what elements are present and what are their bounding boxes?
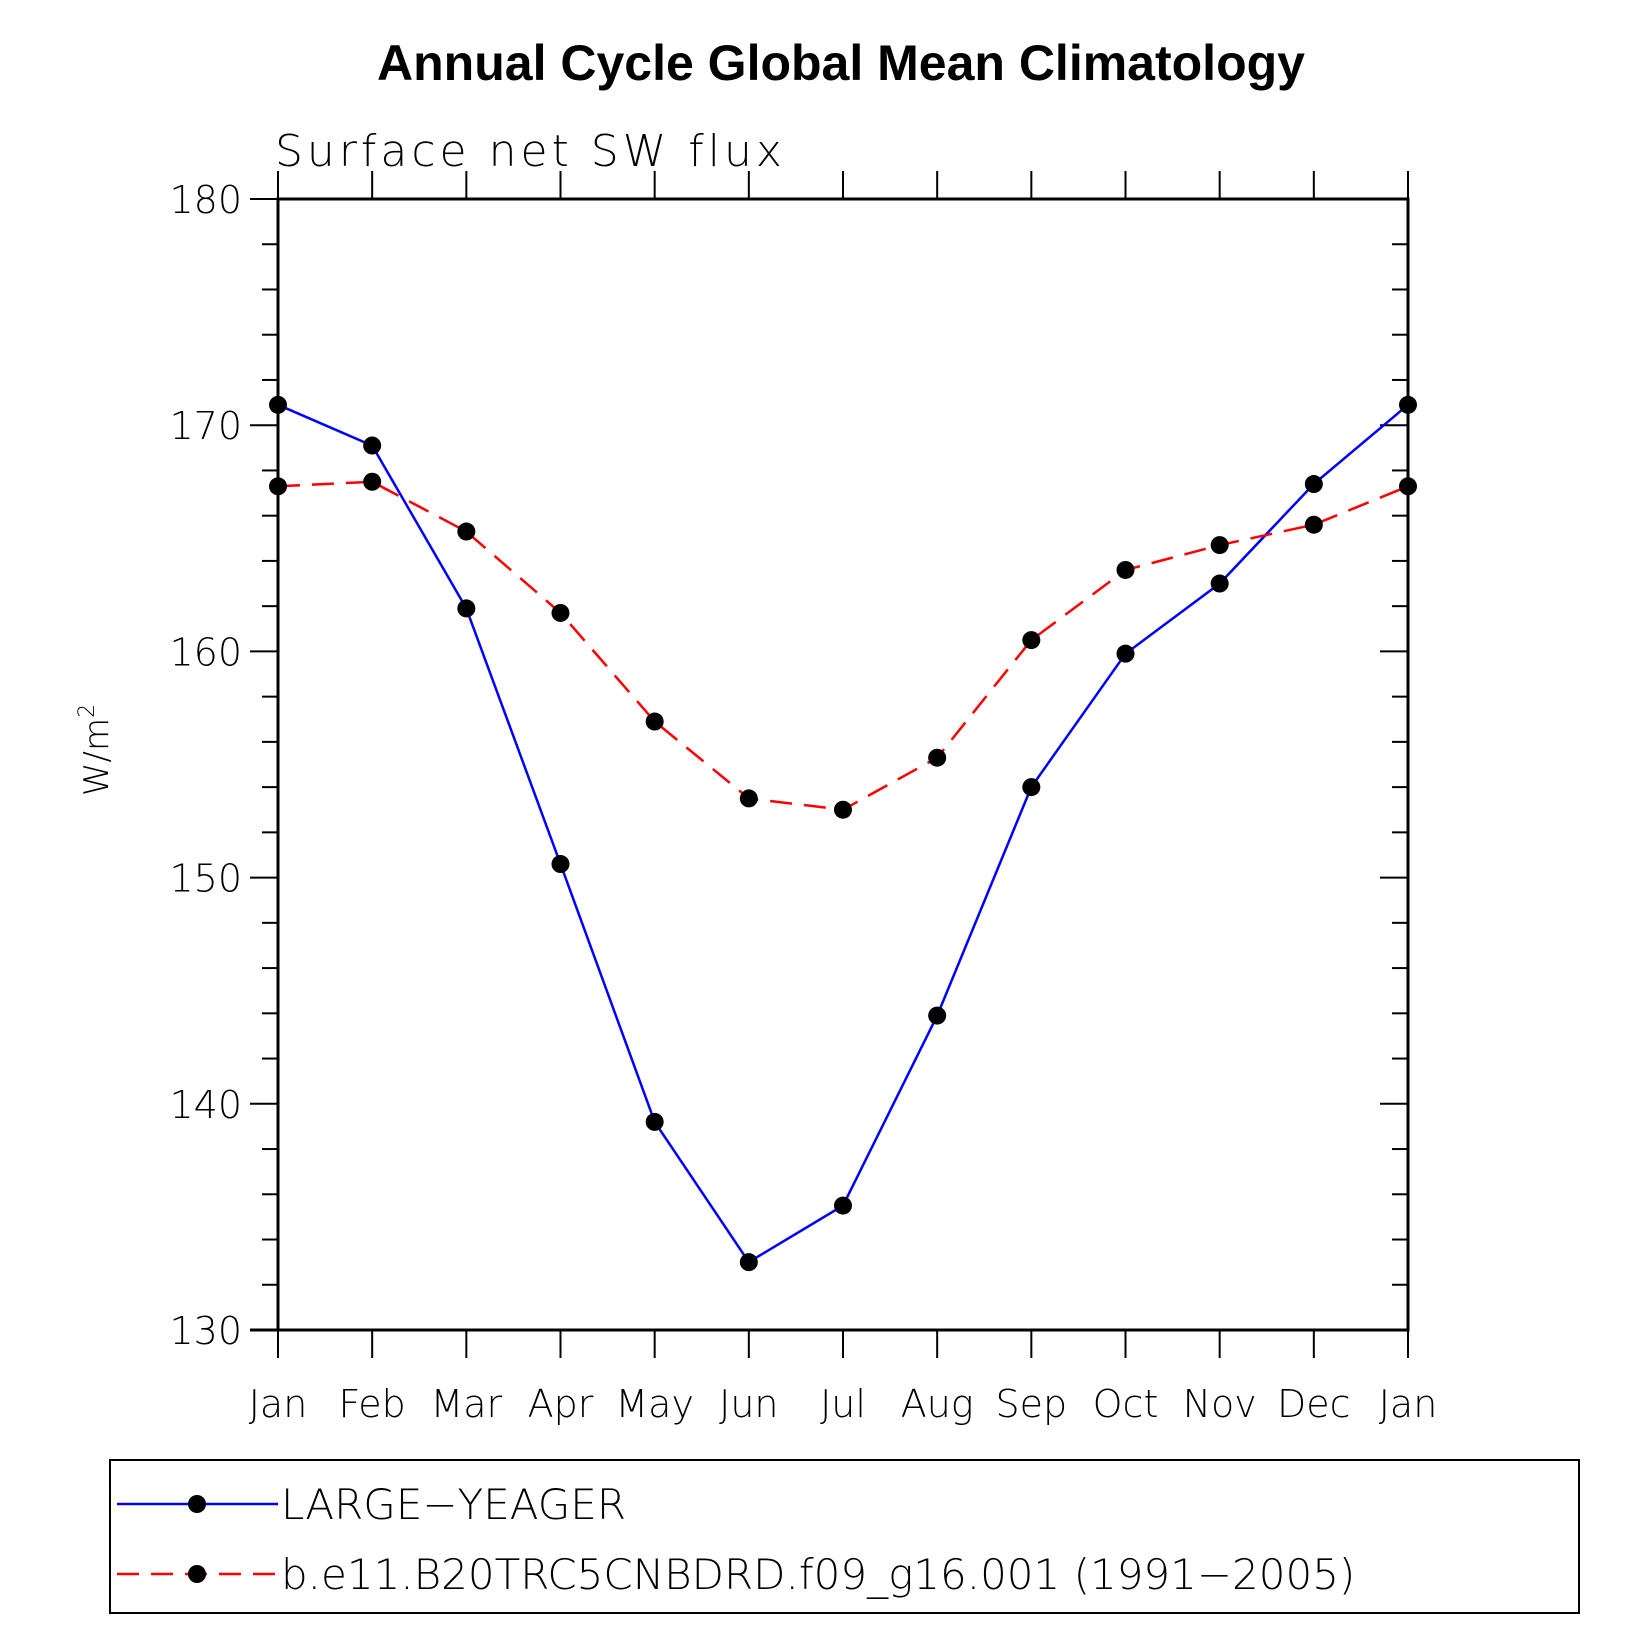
x-tick-label: May [615, 1382, 694, 1426]
y-tick-label: 170 [169, 404, 242, 448]
x-tick-label: Jan [249, 1382, 308, 1426]
y-tick-label: 130 [169, 1309, 242, 1353]
series-0-point [645, 1112, 664, 1131]
x-tick-label: Jun [719, 1382, 778, 1426]
y-tick-label: 150 [169, 857, 242, 901]
y-tick-label: 180 [169, 178, 242, 222]
series-1-point [928, 748, 947, 767]
series-0-point [269, 395, 287, 414]
series-0-point [739, 1253, 758, 1272]
x-tick-label: Dec [1277, 1382, 1351, 1426]
series-0-point [551, 855, 570, 874]
y-axis-label-unit: W/m [77, 718, 117, 796]
y-tick-labels: 130 140 150 160 170 180 [169, 178, 242, 1353]
series-1-point [739, 789, 758, 808]
legend-box [109, 1459, 1580, 1614]
legend: LARGE−YEAGER b.e11.B20TRC5CNBDRD.f09_g16… [109, 1459, 1580, 1614]
series-1-point [834, 800, 852, 819]
series-1-point [1022, 631, 1041, 650]
x-tick-label: Feb [339, 1382, 406, 1426]
x-tick-label: Sep [996, 1382, 1068, 1426]
series-0-point [457, 599, 476, 618]
plot-frame [276, 197, 1410, 1332]
x-tick-label: Aug [901, 1382, 974, 1426]
y-axis-label-superscript: 2 [75, 704, 100, 718]
series-1-point [363, 472, 382, 491]
series-line-0 [277, 403, 1409, 1264]
series-1-point [1304, 515, 1323, 534]
y-tick-label: 140 [169, 1083, 242, 1127]
series-0-point [1210, 574, 1229, 593]
x-tick-label: Jan [1379, 1382, 1438, 1426]
series-1-point [1399, 477, 1417, 496]
series-1-point [1210, 536, 1229, 555]
series-1-point [1116, 560, 1135, 579]
x-tick-label: Apr [528, 1382, 594, 1426]
x-tick-labels: Jan Feb Mar Apr May Jun Jul Aug Sep Oct Nov Dec Jan [249, 1382, 1438, 1426]
series-0-point [1022, 778, 1041, 797]
y-tick-label: 160 [169, 630, 242, 674]
series-line-1 [277, 480, 1409, 811]
series-0-point [363, 436, 382, 455]
legend-marker-model [188, 1565, 206, 1583]
series-1-point [457, 522, 476, 541]
x-tick-label: Mar [430, 1382, 502, 1426]
series-0-point [1304, 475, 1323, 494]
series-0-point [1116, 644, 1135, 663]
major-ticks [250, 171, 1409, 1358]
chart-title: Annual Cycle Global Mean Climatology [377, 35, 1305, 91]
chart-subtitle: Surface net SW flux [275, 126, 786, 177]
series-1-point [645, 712, 664, 731]
minor-ticks [262, 243, 1408, 1286]
series-lines [277, 403, 1409, 1264]
x-tick-label: Jul [820, 1382, 866, 1426]
x-tick-label: Oct [1093, 1382, 1159, 1426]
legend-marker-large-yeager [188, 1495, 206, 1513]
series-0-point [834, 1196, 852, 1215]
series-0-point [928, 1006, 947, 1025]
series-points [269, 395, 1417, 1272]
series-0-point [1399, 395, 1417, 414]
series-1-point [551, 603, 570, 622]
legend-label-model: b.e11.B20TRC5CNBDRD.f09_g16.001 (1991−20… [281, 1550, 1355, 1599]
x-tick-label: Nov [1183, 1382, 1257, 1426]
series-1-point [269, 477, 287, 496]
y-axis-label: W/m2 [75, 704, 117, 796]
legend-label-large-yeager: LARGE−YEAGER [281, 1480, 626, 1529]
